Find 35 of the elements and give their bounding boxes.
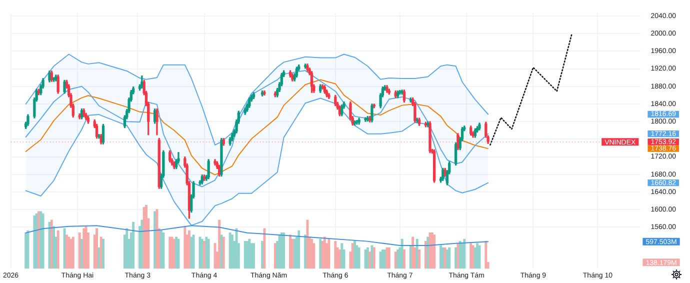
bar <box>334 240 337 269</box>
bar <box>263 228 266 269</box>
bar <box>433 234 436 269</box>
bar <box>282 232 286 269</box>
bar <box>24 232 28 269</box>
bar <box>40 211 42 269</box>
bar <box>358 247 360 269</box>
bar <box>328 238 330 269</box>
line-series <box>490 32 573 146</box>
bar <box>192 234 195 269</box>
bar <box>402 249 406 269</box>
bar <box>312 243 316 269</box>
bar <box>102 238 104 269</box>
bar <box>98 247 100 269</box>
bar <box>132 222 135 269</box>
bar <box>463 238 466 269</box>
bar <box>448 247 451 269</box>
bar <box>484 240 488 269</box>
bar <box>56 230 60 269</box>
bar <box>140 220 144 269</box>
bar <box>340 243 344 269</box>
bar <box>456 243 460 269</box>
bar <box>418 249 420 269</box>
bar <box>205 236 208 269</box>
bar <box>42 213 44 269</box>
bar <box>162 232 165 269</box>
bar <box>190 236 193 269</box>
bar <box>426 236 430 269</box>
bar <box>96 228 98 269</box>
bar <box>207 238 210 269</box>
bar <box>184 226 186 269</box>
bar <box>356 245 358 269</box>
bar <box>306 220 309 269</box>
bar <box>298 230 300 269</box>
bar <box>33 216 36 269</box>
